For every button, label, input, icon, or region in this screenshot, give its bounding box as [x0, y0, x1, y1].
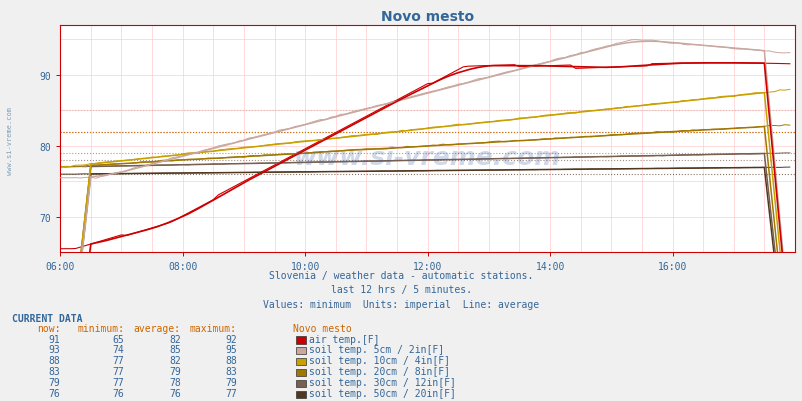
Text: 77: 77 — [112, 377, 124, 387]
Text: 76: 76 — [168, 388, 180, 398]
Text: 78: 78 — [168, 377, 180, 387]
Text: soil temp. 30cm / 12in[F]: soil temp. 30cm / 12in[F] — [309, 377, 456, 387]
Text: 93: 93 — [48, 344, 60, 354]
Text: 88: 88 — [48, 355, 60, 365]
Text: 76: 76 — [48, 388, 60, 398]
Text: 77: 77 — [112, 366, 124, 376]
Text: soil temp. 20cm / 8in[F]: soil temp. 20cm / 8in[F] — [309, 366, 450, 376]
Text: 82: 82 — [168, 355, 180, 365]
Text: Slovenia / weather data - automatic stations.: Slovenia / weather data - automatic stat… — [269, 271, 533, 281]
Text: 83: 83 — [48, 366, 60, 376]
Text: air temp.[F]: air temp.[F] — [309, 334, 379, 344]
Title: Novo mesto: Novo mesto — [381, 10, 473, 24]
Text: Values: minimum  Units: imperial  Line: average: Values: minimum Units: imperial Line: av… — [263, 299, 539, 309]
Text: maximum:: maximum: — [189, 323, 237, 333]
Text: soil temp. 5cm / 2in[F]: soil temp. 5cm / 2in[F] — [309, 344, 444, 354]
Text: CURRENT DATA: CURRENT DATA — [12, 313, 83, 323]
Text: 82: 82 — [168, 334, 180, 344]
Text: 77: 77 — [112, 355, 124, 365]
Text: minimum:: minimum: — [77, 323, 124, 333]
Text: Novo mesto: Novo mesto — [293, 323, 351, 333]
Text: 79: 79 — [225, 377, 237, 387]
Text: 92: 92 — [225, 334, 237, 344]
Text: 83: 83 — [225, 366, 237, 376]
Text: 79: 79 — [168, 366, 180, 376]
Text: soil temp. 50cm / 20in[F]: soil temp. 50cm / 20in[F] — [309, 388, 456, 398]
Text: 65: 65 — [112, 334, 124, 344]
Text: 95: 95 — [225, 344, 237, 354]
Text: www.si-vreme.com: www.si-vreme.com — [294, 146, 561, 170]
Text: 88: 88 — [225, 355, 237, 365]
Text: soil temp. 10cm / 4in[F]: soil temp. 10cm / 4in[F] — [309, 355, 450, 365]
Text: 74: 74 — [112, 344, 124, 354]
Text: www.si-vreme.com: www.si-vreme.com — [7, 106, 14, 174]
Text: 85: 85 — [168, 344, 180, 354]
Text: 91: 91 — [48, 334, 60, 344]
Text: 79: 79 — [48, 377, 60, 387]
Text: now:: now: — [37, 323, 60, 333]
Text: 76: 76 — [112, 388, 124, 398]
Text: average:: average: — [133, 323, 180, 333]
Text: 77: 77 — [225, 388, 237, 398]
Text: last 12 hrs / 5 minutes.: last 12 hrs / 5 minutes. — [330, 285, 472, 295]
